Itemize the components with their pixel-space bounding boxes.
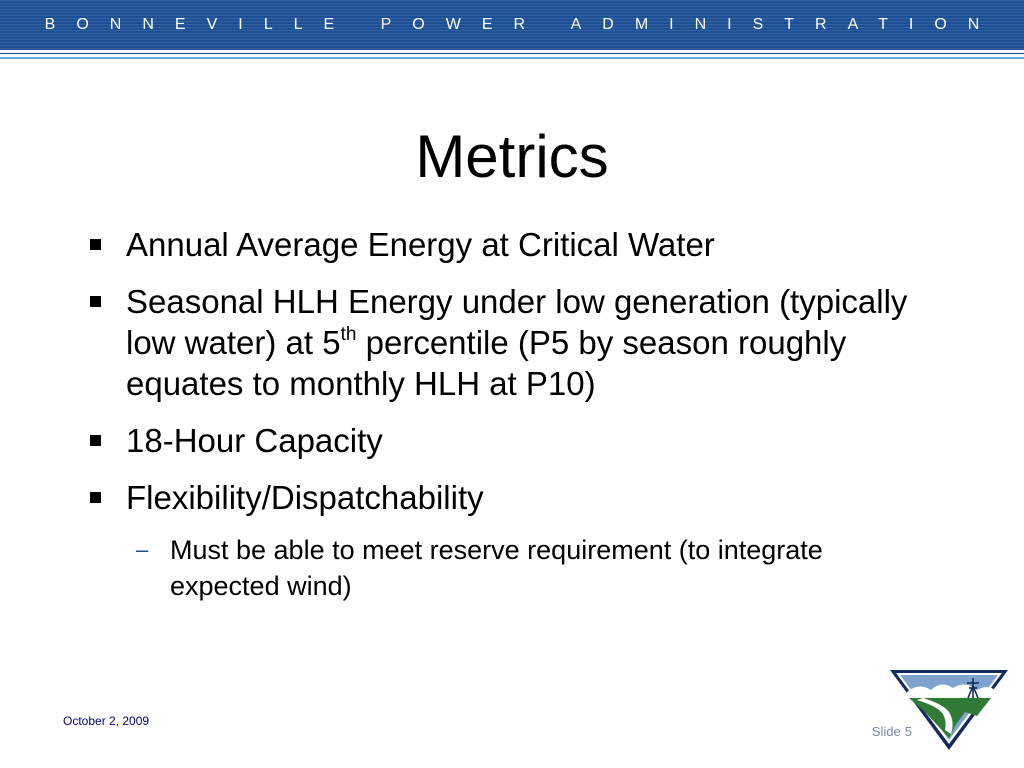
- square-bullet-icon: [90, 435, 101, 446]
- bullet-list: Annual Average Energy at Critical Water …: [88, 224, 918, 604]
- bullet-text: Flexibility/Dispatchability: [126, 479, 484, 516]
- header-banner: BONNEVILLE POWER ADMINISTRATION: [0, 0, 1024, 50]
- sub-bullet-item: – Must be able to meet reserve requireme…: [88, 532, 918, 604]
- footer-date: October 2, 2009: [63, 714, 150, 728]
- square-bullet-icon: [90, 296, 101, 307]
- bullet-superscript: th: [340, 324, 357, 345]
- dash-bullet-icon: –: [136, 537, 149, 562]
- bullet-text: Annual Average Energy at Critical Water: [126, 226, 715, 263]
- bullet-item: Seasonal HLH Energy under low generation…: [88, 281, 918, 404]
- bullet-item: Flexibility/Dispatchability: [88, 477, 918, 518]
- bullet-text-continued: percentile (P5 by season roughly equates…: [126, 324, 847, 402]
- bullet-text: Seasonal HLH Energy under low generation…: [126, 283, 908, 361]
- sub-bullet-text: Must be able to meet reserve requirement…: [170, 535, 823, 601]
- header-rule: [0, 53, 1024, 54]
- bullet-item: 18-Hour Capacity: [88, 420, 918, 461]
- square-bullet-icon: [90, 239, 101, 250]
- header-accent-rule: [0, 57, 1024, 59]
- bpa-logo-icon: [890, 670, 1008, 750]
- slide-title: Metrics: [415, 123, 609, 190]
- slide-label: Slide: [871, 724, 901, 739]
- bullet-text: 18-Hour Capacity: [126, 422, 383, 459]
- slide-number-value: 5: [904, 724, 912, 739]
- banner-text: BONNEVILLE POWER ADMINISTRATION: [44, 16, 1001, 33]
- slide-number: Slide 5: [868, 724, 912, 739]
- bullet-item: Annual Average Energy at Critical Water: [88, 224, 918, 265]
- square-bullet-icon: [90, 492, 101, 503]
